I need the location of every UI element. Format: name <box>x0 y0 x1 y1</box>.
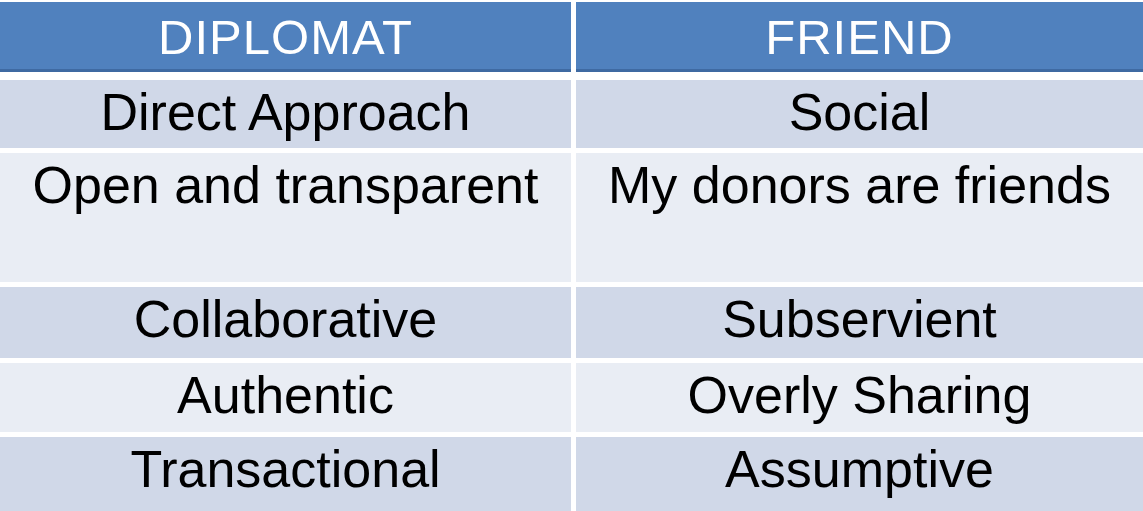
table-cell-friend: Subservient <box>576 287 1143 358</box>
table-cell-diplomat: Direct Approach <box>0 80 571 148</box>
table-row: Open and transparent My donors are frien… <box>0 153 1143 282</box>
table-row: Transactional Assumptive <box>0 437 1143 511</box>
table-cell-diplomat: Transactional <box>0 437 571 511</box>
table-row: Direct Approach Social <box>0 80 1143 148</box>
table-cell-friend: Social <box>576 80 1143 148</box>
table-header-row: DIPLOMAT FRIEND <box>0 2 1143 72</box>
table-cell-friend: Overly Sharing <box>576 363 1143 432</box>
column-header-friend: FRIEND <box>576 2 1143 72</box>
table-cell-friend: My donors are friends <box>576 153 1143 282</box>
column-header-diplomat: DIPLOMAT <box>0 2 571 72</box>
table-cell-diplomat: Authentic <box>0 363 571 432</box>
comparison-table: DIPLOMAT FRIEND Direct Approach Social O… <box>0 0 1143 511</box>
table-cell-friend: Assumptive <box>576 437 1143 511</box>
table-row: Collaborative Subservient <box>0 287 1143 358</box>
slide-table-area: DIPLOMAT FRIEND Direct Approach Social O… <box>0 0 1143 511</box>
table-row: Authentic Overly Sharing <box>0 363 1143 432</box>
table-cell-diplomat: Open and transparent <box>0 153 571 282</box>
table-cell-diplomat: Collaborative <box>0 287 571 358</box>
